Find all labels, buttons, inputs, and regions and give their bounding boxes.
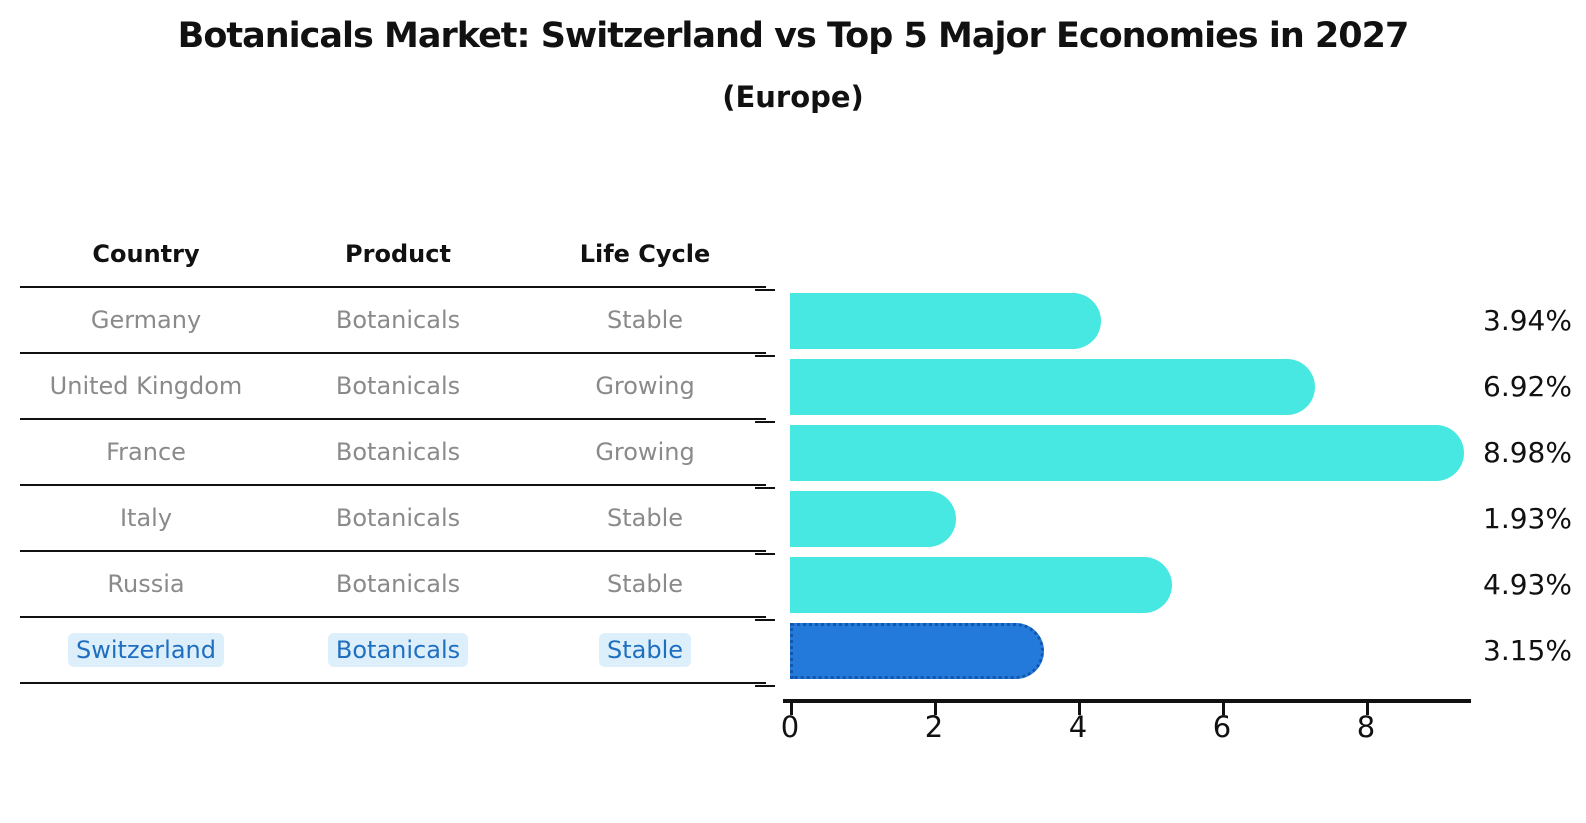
table-row: Russia Botanicals Stable [20,552,766,618]
y-tick [755,421,775,423]
bar [790,491,956,547]
value-label: 4.93% [1483,568,1572,601]
cell-text: Stable [606,306,684,334]
cell-lifecycle: Stable [524,504,766,532]
page-subtitle: (Europe) [722,80,864,114]
table-row: France Botanicals Growing [20,420,766,486]
cell-text: Stable [606,570,684,598]
x-tick [1078,703,1081,715]
table-row: United Kingdom Botanicals Growing [20,354,766,420]
cell-text: Botanicals [335,438,461,466]
x-tick-label: 8 [1356,710,1376,744]
cell-text: Stable [598,633,692,667]
cell-text: Growing [595,438,695,466]
x-tick-label: 0 [780,710,800,744]
data-table: Country Product Life Cycle Germany Botan… [20,222,766,684]
table-body: Germany Botanicals Stable United Kingdom… [20,288,766,684]
cell-text: Botanicals [335,306,461,334]
page-title: Botanicals Market: Switzerland vs Top 5 … [177,16,1410,56]
table-row: Germany Botanicals Stable [20,288,766,354]
x-tick [1366,703,1369,715]
x-axis-line [783,699,1471,703]
cell-text: Botanicals [335,372,461,400]
bar [790,359,1316,415]
x-tick [1222,703,1225,715]
cell-text: Russia [107,570,185,598]
value-label: 6.92% [1483,370,1572,403]
cell-lifecycle: Stable [524,306,766,334]
x-tick [790,703,793,715]
cell-text: United Kingdom [49,372,243,400]
y-tick [755,619,775,621]
cell-lifecycle: Growing [524,438,766,466]
cell-product: Botanicals [272,306,524,334]
cell-text: Stable [606,504,684,532]
cell-lifecycle: Growing [524,372,766,400]
table-header-row: Country Product Life Cycle [20,222,766,288]
value-label: 1.93% [1483,502,1572,535]
cell-text: Botanicals [335,570,461,598]
highlighted-bar [790,623,1044,679]
bar [790,293,1101,349]
cell-lifecycle: Stable [524,633,766,667]
bar [790,425,1464,481]
cell-text: Germany [90,306,202,334]
bar [790,557,1172,613]
y-tick [755,553,775,555]
cell-text: Italy [119,504,173,532]
y-tick [755,487,775,489]
cell-product: Botanicals [272,372,524,400]
cell-lifecycle: Stable [524,570,766,598]
header-cell-lifecycle: Life Cycle [579,240,711,268]
x-tick-label: 2 [924,710,944,744]
cell-country: Russia [20,570,272,598]
x-tick-label: 6 [1212,710,1232,744]
value-label: 3.15% [1483,634,1572,667]
cell-country: Germany [20,306,272,334]
value-label: 3.94% [1483,304,1572,337]
table-row: Italy Botanicals Stable [20,486,766,552]
cell-product: Botanicals [272,570,524,598]
cell-text: Switzerland [68,633,224,667]
x-tick [934,703,937,715]
cell-product: Botanicals [272,504,524,532]
table-row: Switzerland Botanicals Stable [20,618,766,684]
cell-product: Botanicals [272,633,524,667]
y-tick [755,289,775,291]
cell-country: Italy [20,504,272,532]
cell-text: Botanicals [335,504,461,532]
value-label: 8.98% [1483,436,1572,469]
x-tick-label: 4 [1068,710,1088,744]
y-tick [755,355,775,357]
cell-text: Growing [595,372,695,400]
cell-text: France [106,438,186,466]
cell-country: Switzerland [20,633,272,667]
header-cell-product: Product [345,240,451,268]
cell-product: Botanicals [272,438,524,466]
cell-text: Botanicals [327,633,469,667]
header-cell-country: Country [92,240,200,268]
y-tick [755,685,775,687]
cell-country: United Kingdom [20,372,272,400]
cell-country: France [20,438,272,466]
